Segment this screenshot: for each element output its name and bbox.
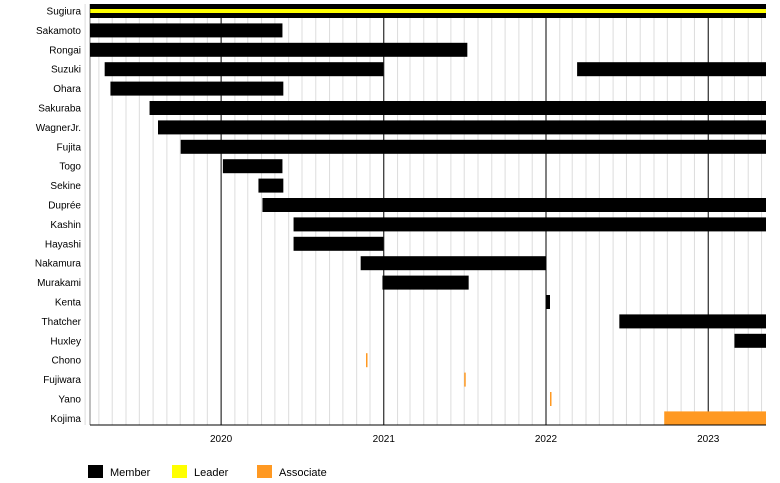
member-name-label: Thatcher [42,317,82,328]
bar-member-togo [222,159,283,174]
bar-member-sakamoto [90,23,283,38]
bar-member-kenta [545,295,550,309]
member-name-label: Kashin [50,220,81,231]
member-name-label: Hayashi [45,239,81,250]
bar-member-thatcher [619,314,766,329]
legend: Member Leader Associate [88,465,327,479]
member-name-label: Kojima [50,414,81,425]
member-name-label: Rongai [49,45,81,56]
member-name-label: Ohara [53,84,81,95]
tick-label-2022: 2022 [535,434,558,445]
bar-member-fujita [180,139,766,154]
legend-swatch-member [88,465,103,478]
bar-member-murakami [382,275,469,290]
legend-swatch-associate [257,465,272,478]
member-name-label: Yano [58,395,81,406]
bar-member-hayashi [293,236,384,251]
legend-label-leader: Leader [194,467,229,479]
member-name-labels: Sugiura Sakamoto Rongai Suzuki Ohara Sakuraba… [35,7,82,425]
member-name-label: Fujita [57,142,82,153]
bar-member-wagnerjr [158,120,766,135]
bar-member-sakuraba [149,101,767,115]
membership-bars [90,4,767,426]
bar-associate-fujiwara [464,372,466,387]
bar-associate-yano [550,392,552,406]
bar-member-suzuki [104,62,384,77]
member-name-label: Sakuraba [38,104,81,115]
member-name-label: Sekine [50,181,81,192]
member-name-label: Murakami [37,278,81,289]
member-name-label: WagnerJr. [36,123,81,134]
member-name-label: Kenta [55,298,82,309]
x-axis: 2020 2021 2022 2023 [89,4,766,445]
bar-member-nakamura [360,256,546,271]
member-name-label: Fujiwara [43,375,81,386]
bar-member-dupre [262,198,766,212]
tick-label-2023: 2023 [697,434,720,445]
bar-member-huxley [734,333,766,348]
tick-label-2021: 2021 [373,434,396,445]
legend-label-associate: Associate [279,467,327,479]
member-name-label: Suzuki [51,65,81,76]
bar-member-ohara [110,81,284,96]
bar-leader-sugiura [90,9,766,13]
legend-swatch-leader [172,465,187,478]
member-name-label: Duprée [48,201,81,212]
member-name-label: Sakamoto [36,26,81,37]
bar-member-suzuki [577,62,766,77]
member-name-label: Sugiura [47,7,82,18]
bar-member-sekine [258,178,284,193]
bar-associate-kojima [664,411,766,426]
legend-label-member: Member [110,467,151,479]
bar-member-kashin [293,217,766,232]
member-name-label: Huxley [50,336,81,347]
bar-member-rongai [90,42,468,57]
member-name-label: Togo [59,162,81,173]
member-name-label: Nakamura [35,259,82,270]
bar-associate-chono [366,353,368,368]
tick-label-2020: 2020 [210,434,233,445]
member-name-label: Chono [52,356,82,367]
